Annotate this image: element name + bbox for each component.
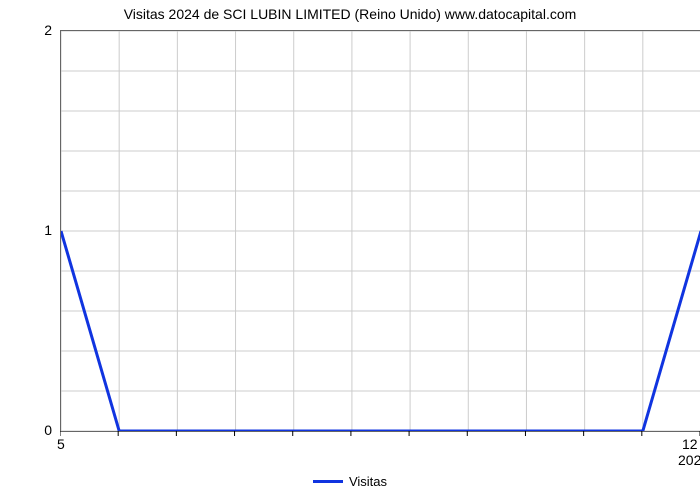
y-tick-label: 2	[12, 22, 52, 38]
legend: Visitas	[0, 474, 700, 489]
y-tick-label: 1	[12, 222, 52, 238]
y-tick-label: 0	[12, 422, 52, 438]
legend-swatch	[313, 480, 343, 483]
legend-label: Visitas	[349, 474, 387, 489]
x-tick-label-right-sub: 202	[678, 452, 700, 468]
plot-area	[60, 30, 700, 432]
chart-title: Visitas 2024 de SCI LUBIN LIMITED (Reino…	[0, 6, 700, 22]
